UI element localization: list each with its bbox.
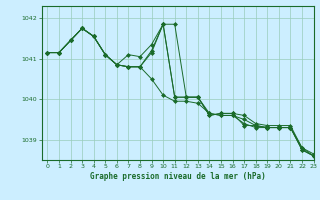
X-axis label: Graphe pression niveau de la mer (hPa): Graphe pression niveau de la mer (hPa) [90, 172, 266, 181]
